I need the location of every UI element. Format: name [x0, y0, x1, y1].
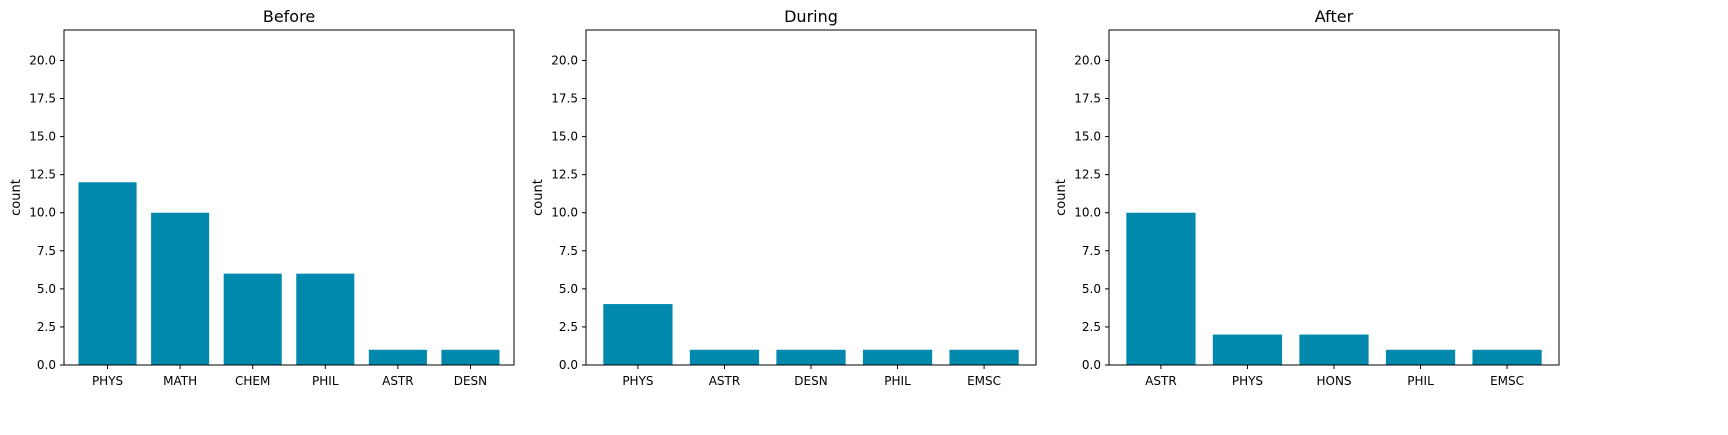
x-tick-label: PHIL [312, 374, 339, 388]
y-tick-label: 10.0 [1074, 206, 1101, 220]
x-tick-label: PHYS [92, 374, 123, 388]
y-axis-label: count [1054, 179, 1069, 216]
bar-astr [689, 349, 760, 365]
y-tick-label: 10.0 [29, 206, 56, 220]
x-tick-label: PHIL [1407, 374, 1434, 388]
y-axis-label: count [9, 179, 24, 216]
y-tick-label: 7.5 [37, 244, 56, 258]
x-tick-label: HONS [1316, 374, 1351, 388]
chart-panel-after: 0.0 2.5 5.0 7.5 10.0 12.5 15.0 17.5 20.0 ASTR PHYS… [1054, 7, 1560, 388]
bar-phil [1385, 349, 1456, 365]
axes-frame [63, 29, 515, 366]
x-tick-label: EMSC [967, 374, 1001, 388]
x-tick-label: MATH [163, 374, 197, 388]
chart-title: After [1315, 7, 1354, 26]
x-tick-label: PHIL [884, 374, 911, 388]
y-tick-label: 7.5 [559, 244, 578, 258]
x-tick-label: ASTR [709, 374, 741, 388]
bar-chem [223, 273, 282, 365]
chart-title: Before [263, 7, 315, 26]
y-axis-label: count [531, 179, 546, 216]
bar-math [151, 212, 210, 365]
y-tick-label: 0.0 [37, 358, 56, 372]
y-tick-label: 12.5 [1074, 168, 1101, 182]
y-tick-label: 5.0 [1082, 282, 1101, 296]
y-tick-label: 17.5 [1074, 92, 1101, 106]
y-tick-label: 17.5 [29, 92, 56, 106]
x-tick-label: ASTR [1145, 374, 1177, 388]
x-tick-label: ASTR [382, 374, 414, 388]
bar-astr [1126, 212, 1196, 365]
y-tick-label: 5.0 [37, 282, 56, 296]
y-tick-label: 2.5 [1082, 320, 1101, 334]
x-tick-label: CHEM [235, 374, 270, 388]
bar-phil [296, 273, 355, 365]
y-tick-label: 7.5 [1082, 244, 1101, 258]
y-tick-label: 12.5 [551, 168, 578, 182]
bar-desn [441, 349, 500, 365]
x-tick-label: EMSC [1490, 374, 1524, 388]
y-tick-label: 0.0 [559, 358, 578, 372]
chart-title: During [784, 7, 838, 26]
y-tick-label: 0.0 [1082, 358, 1101, 372]
x-tick-label: PHYS [622, 374, 653, 388]
y-tick-label: 15.0 [551, 130, 578, 144]
x-tick-label: DESN [454, 374, 487, 388]
y-tick-label: 2.5 [37, 320, 56, 334]
chart-panel-during: 0.0 2.5 5.0 7.5 10.0 12.5 15.0 17.5 20.0 PHYS ASTR… [531, 7, 1037, 388]
chart-panel-before: 0.0 2.5 5.0 7.5 10.0 12.5 15.0 17.5 20.0 PHYS MATH… [9, 7, 515, 388]
bar-astr [368, 349, 427, 365]
bar-hons [1299, 334, 1369, 365]
x-tick-label: PHYS [1232, 374, 1263, 388]
y-tick-label: 5.0 [559, 282, 578, 296]
bar-desn [776, 349, 846, 365]
bar-phys [1212, 334, 1283, 365]
y-tick-label: 20.0 [551, 53, 578, 67]
x-tick-label: DESN [794, 374, 827, 388]
y-tick-label: 15.0 [29, 130, 56, 144]
y-tick-label: 15.0 [1074, 130, 1101, 144]
y-tick-label: 12.5 [29, 168, 56, 182]
bar-phys [78, 182, 137, 365]
y-tick-label: 20.0 [29, 53, 56, 67]
bar-phil [862, 349, 933, 365]
bar-phys [603, 304, 673, 365]
y-tick-label: 10.0 [551, 206, 578, 220]
bar-emsc [1472, 349, 1542, 365]
y-tick-label: 2.5 [559, 320, 578, 334]
y-tick-label: 17.5 [551, 92, 578, 106]
y-tick-label: 20.0 [1074, 53, 1101, 67]
bar-emsc [949, 349, 1019, 365]
